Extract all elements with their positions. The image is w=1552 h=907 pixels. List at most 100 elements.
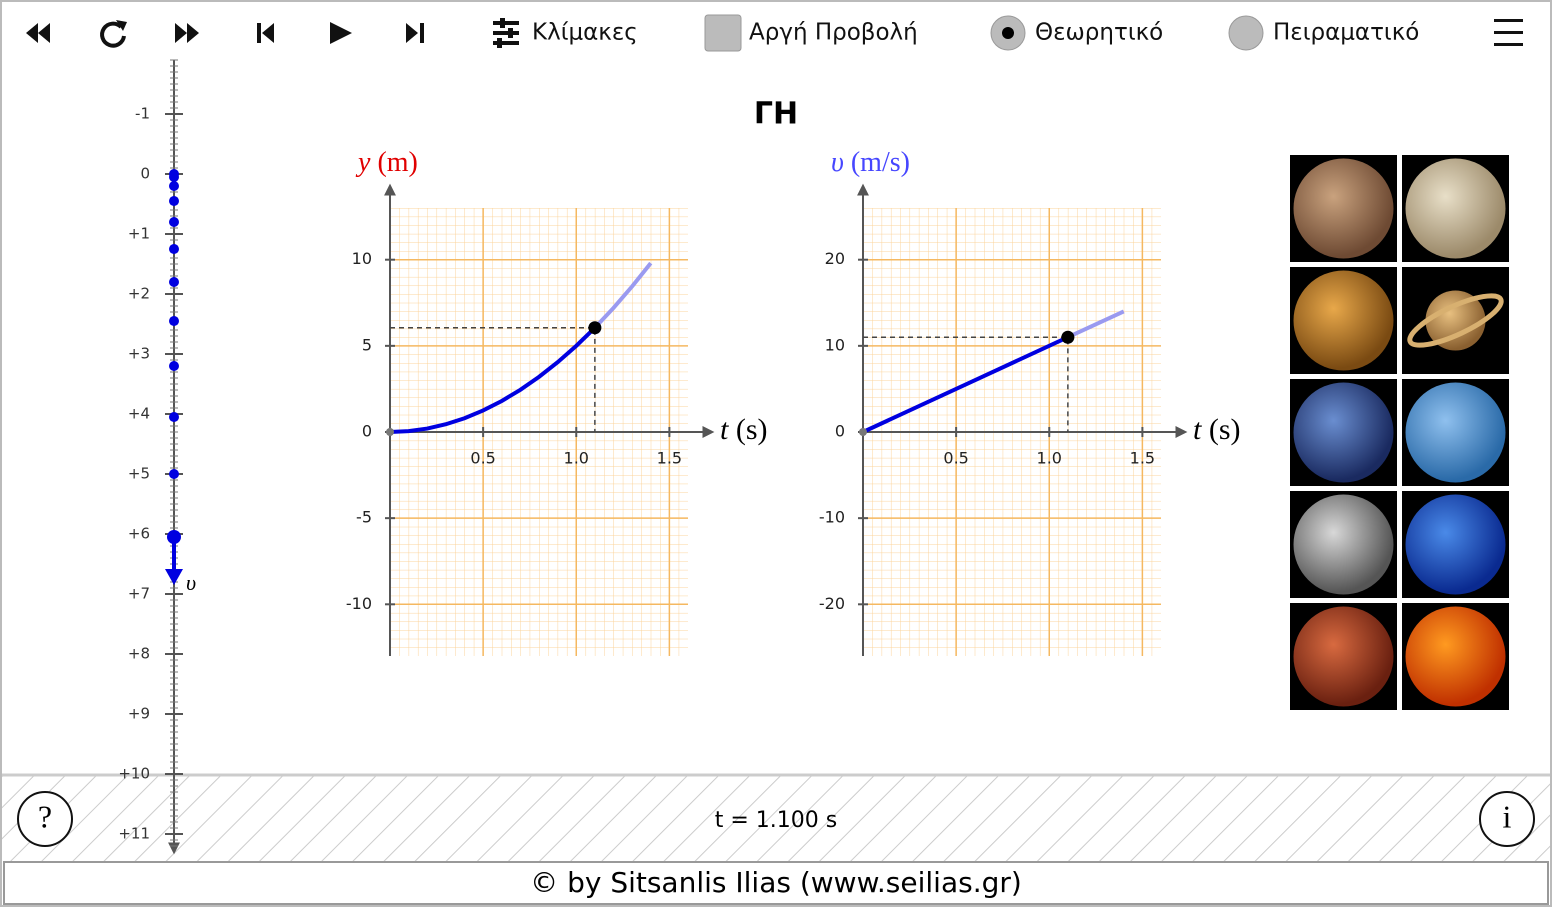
data-line (593, 261, 653, 330)
planet-button[interactable] (1402, 267, 1509, 374)
x-axis-label: t (s) (720, 413, 768, 446)
origin-point (859, 428, 867, 436)
planet-image (1405, 606, 1506, 707)
planet-button[interactable] (1402, 603, 1509, 710)
experimental-label[interactable]: Πειραματικό (1273, 20, 1419, 46)
y-tick-label: 20 (825, 249, 845, 268)
planet-ring (1407, 293, 1504, 348)
planet-image (1293, 606, 1394, 707)
y-tick-label: -5 (356, 508, 372, 527)
planet-button[interactable] (1290, 491, 1397, 598)
position-dot (169, 244, 179, 254)
position-dot (169, 469, 179, 479)
planet-button[interactable] (1290, 603, 1397, 710)
y-tick-label: -20 (819, 594, 845, 613)
step-back-button[interactable] (257, 23, 274, 43)
position-dot (169, 181, 179, 191)
reload-button[interactable] (100, 20, 127, 48)
x-tick-label: 1.0 (1037, 449, 1062, 468)
ruler-tick-label: +3 (128, 345, 150, 363)
menu-button[interactable] (1494, 19, 1523, 46)
y-tick-label: 10 (352, 249, 372, 268)
info-button[interactable] (1479, 791, 1535, 847)
data-line (862, 335, 1069, 434)
planet-title: ΓΗ (754, 97, 798, 132)
position-dot (169, 316, 179, 326)
theoretical-label[interactable]: Θεωρητικό (1035, 20, 1163, 46)
ruler-tick-label: 0 (140, 165, 150, 183)
data-line (1067, 309, 1125, 340)
x-tick-label: 1.5 (1130, 449, 1155, 468)
position-dot (169, 196, 179, 206)
planet-button[interactable] (1402, 491, 1509, 598)
ruler-tick-label: +1 (128, 225, 150, 243)
ruler-tick-label: +6 (128, 525, 150, 543)
info-label[interactable]: i (1503, 798, 1512, 834)
chart: 0.5 1.0 1.5 -10 -5 0 5 10 t (s) y (m) (346, 147, 768, 656)
current-point (588, 321, 602, 335)
fast-forward-button[interactable] (175, 23, 199, 43)
position-dot (169, 217, 179, 227)
slow-motion-label[interactable]: Αργή Προβολή (749, 20, 918, 46)
planet-image (1405, 494, 1506, 595)
x-tick-label: 1.5 (657, 449, 682, 468)
planet-selector (1290, 155, 1509, 710)
ruler-tick-label: +11 (118, 825, 150, 843)
position-dot (169, 172, 179, 182)
planet-button[interactable] (1290, 379, 1397, 486)
planet-image (1293, 382, 1394, 483)
planet-button[interactable] (1402, 155, 1509, 262)
x-tick-label: 0.5 (943, 449, 968, 468)
position-dot (169, 277, 179, 287)
play-button[interactable] (330, 22, 352, 44)
planet-button[interactable] (1290, 155, 1397, 262)
scales-icon[interactable] (493, 18, 519, 48)
planet-image (1293, 494, 1394, 595)
x-axis-unit: (s) (736, 413, 768, 446)
y-axis-label: y (m) (355, 147, 418, 178)
guide-line (390, 327, 596, 432)
ruler-tick-label: +7 (128, 585, 150, 603)
x-tick-label: 0.5 (470, 449, 495, 468)
scales-button[interactable]: Κλίμακες (532, 20, 638, 46)
x-axis-symbol: t (720, 413, 729, 446)
planet-image (1293, 270, 1394, 371)
planet-image (1405, 158, 1506, 259)
ruler-tick-label: +8 (128, 645, 150, 663)
planet-image (1425, 290, 1486, 351)
current-point (1061, 330, 1075, 344)
toolbar: Κλίμακες Αργή Προβολή Θεωρητικό Πειραματ… (26, 14, 1523, 52)
y-axis-unit: (m/s) (851, 147, 910, 178)
radio-dot (1002, 27, 1014, 39)
y-tick-label: 10 (825, 335, 845, 354)
ruler-tick-label: +2 (128, 285, 150, 303)
ruler-tick-label: +10 (118, 765, 150, 783)
data-line (389, 326, 597, 434)
planet-button[interactable] (1290, 267, 1397, 374)
x-axis-unit: (s) (1209, 413, 1241, 446)
x-axis-symbol: t (1193, 413, 1202, 446)
position-dot (169, 361, 179, 371)
step-forward-button[interactable] (406, 23, 424, 43)
slow-motion-checkbox[interactable] (704, 14, 742, 52)
status-bar (2, 775, 1550, 861)
origin-point (386, 428, 394, 436)
planet-button[interactable] (1402, 379, 1509, 486)
y-tick-label: 0 (362, 422, 372, 441)
help-button[interactable] (17, 791, 73, 847)
help-label[interactable]: ? (38, 798, 52, 834)
experimental-radio[interactable] (1228, 15, 1264, 51)
ruler-tick-label: +4 (128, 405, 150, 423)
ruler-tick-label: -1 (135, 105, 150, 123)
velocity-arrowhead (165, 569, 183, 585)
x-axis-label: t (s) (1193, 413, 1241, 446)
footer-box (3, 861, 1549, 905)
position-dot (169, 412, 179, 422)
y-tick-label: -10 (819, 508, 845, 527)
rewind-button[interactable] (26, 23, 50, 43)
planet-image (1293, 158, 1394, 259)
x-tick-label: 1.0 (564, 449, 589, 468)
chart: 0.5 1.0 1.5 -20 -10 0 10 20 t (s) υ (m/s) (819, 147, 1241, 656)
y-axis-label: υ (m/s) (831, 147, 910, 178)
